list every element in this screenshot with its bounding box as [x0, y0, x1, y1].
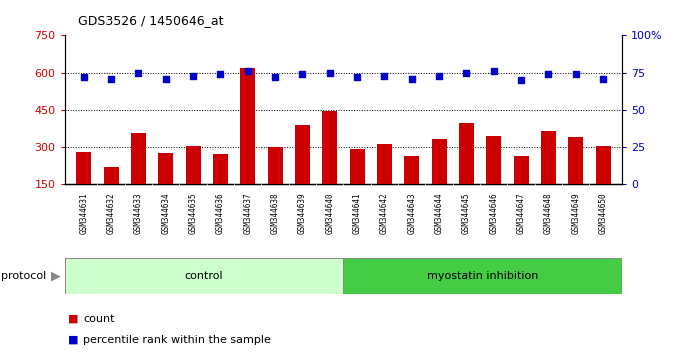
Point: [78, 74, 89, 80]
Point: [352, 74, 362, 80]
Bar: [103, 167, 118, 184]
Text: protocol: protocol: [1, 271, 46, 281]
Text: count: count: [83, 314, 114, 324]
Point: [488, 68, 499, 74]
Text: GSM344644: GSM344644: [435, 193, 443, 234]
Bar: [295, 125, 310, 184]
Text: ■: ■: [68, 335, 78, 345]
Bar: [513, 156, 528, 184]
Point: [160, 76, 171, 81]
Point: [515, 77, 526, 83]
Bar: [404, 156, 420, 184]
Bar: [213, 154, 228, 184]
Bar: [432, 139, 447, 184]
Text: GSM344647: GSM344647: [517, 193, 526, 234]
Bar: [322, 111, 337, 184]
Text: GSM344645: GSM344645: [462, 193, 471, 234]
Bar: [131, 133, 146, 184]
Text: GSM344641: GSM344641: [352, 193, 362, 234]
Text: GSM344634: GSM344634: [161, 193, 170, 234]
Text: GSM344643: GSM344643: [407, 193, 416, 234]
Text: control: control: [185, 271, 223, 281]
Point: [434, 73, 445, 78]
Bar: [158, 153, 173, 184]
Text: GSM344636: GSM344636: [216, 193, 225, 234]
Text: GSM344646: GSM344646: [489, 193, 498, 234]
Text: ▶: ▶: [51, 270, 61, 282]
Text: myostatin inhibition: myostatin inhibition: [427, 271, 539, 281]
Bar: [596, 146, 611, 184]
Bar: [568, 137, 583, 184]
Bar: [343, 258, 622, 294]
Text: ■: ■: [68, 314, 78, 324]
Bar: [459, 124, 474, 184]
Point: [133, 70, 144, 75]
Point: [188, 73, 199, 78]
Bar: [240, 68, 255, 184]
Text: GDS3526 / 1450646_at: GDS3526 / 1450646_at: [78, 14, 224, 27]
Point: [461, 70, 472, 75]
Point: [105, 76, 116, 81]
Text: GSM344631: GSM344631: [80, 193, 88, 234]
Bar: [486, 136, 501, 184]
Text: GSM344640: GSM344640: [325, 193, 335, 234]
Bar: [377, 144, 392, 184]
Bar: [350, 149, 364, 184]
Text: GSM344639: GSM344639: [298, 193, 307, 234]
Point: [406, 76, 417, 81]
Point: [242, 68, 253, 74]
Text: GSM344638: GSM344638: [271, 193, 279, 234]
Text: GSM344632: GSM344632: [107, 193, 116, 234]
Bar: [267, 147, 283, 184]
Bar: [541, 131, 556, 184]
Bar: [65, 258, 343, 294]
Point: [297, 71, 308, 77]
Point: [598, 76, 609, 81]
Point: [324, 70, 335, 75]
Point: [571, 71, 581, 77]
Text: GSM344650: GSM344650: [598, 193, 607, 234]
Point: [379, 73, 390, 78]
Point: [270, 74, 281, 80]
Bar: [76, 152, 91, 184]
Text: GSM344637: GSM344637: [243, 193, 252, 234]
Text: GSM344633: GSM344633: [134, 193, 143, 234]
Text: GSM344642: GSM344642: [380, 193, 389, 234]
Point: [215, 71, 226, 77]
Text: GSM344649: GSM344649: [571, 193, 580, 234]
Text: percentile rank within the sample: percentile rank within the sample: [83, 335, 271, 345]
Bar: [186, 146, 201, 184]
Text: GSM344635: GSM344635: [188, 193, 198, 234]
Text: GSM344648: GSM344648: [544, 193, 553, 234]
Point: [543, 71, 554, 77]
